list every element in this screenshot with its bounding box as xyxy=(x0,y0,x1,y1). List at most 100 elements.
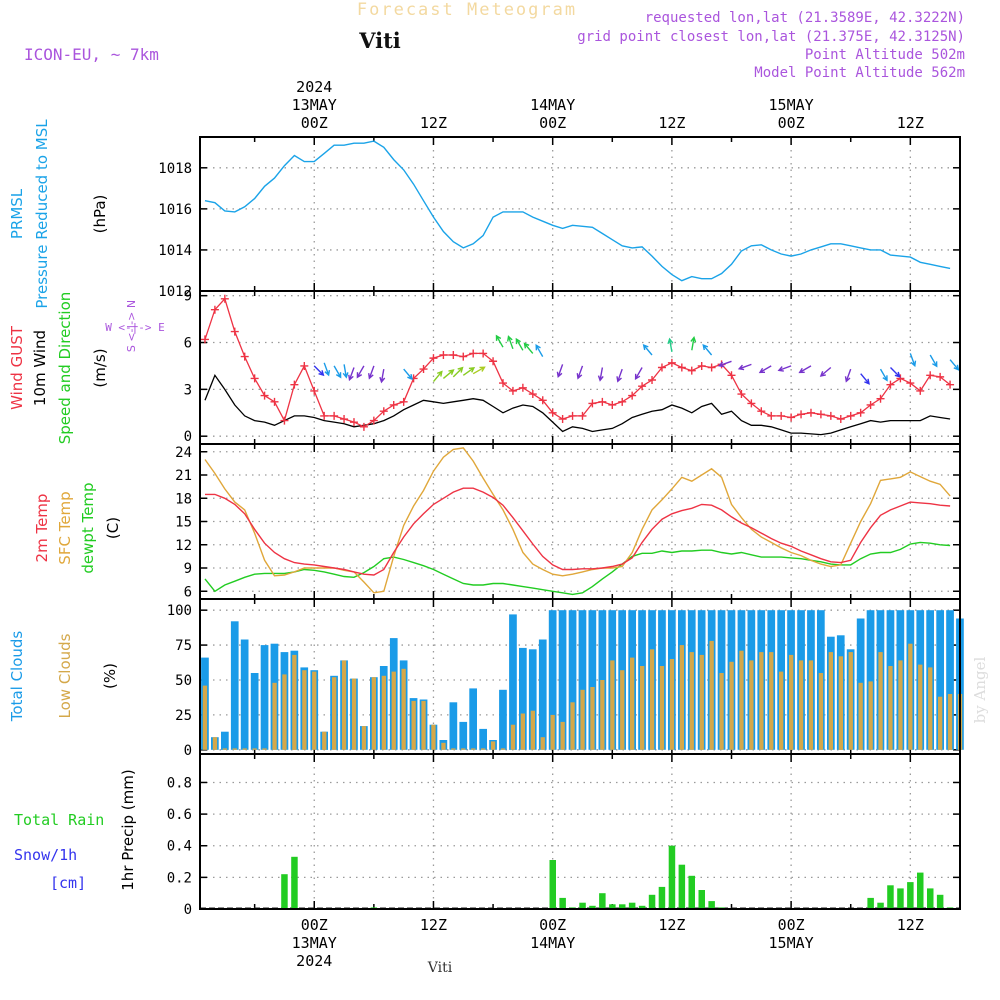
rain-bar xyxy=(917,872,924,909)
ytick-label: 24 xyxy=(175,445,192,461)
low-cloud-bar xyxy=(481,748,486,750)
gust-marker xyxy=(767,411,776,420)
gust-marker xyxy=(846,411,855,420)
gust-marker xyxy=(429,354,438,363)
compass-we: W <-|-> E xyxy=(105,321,165,334)
wind-direction-arrow xyxy=(758,365,772,374)
low-cloud-bar xyxy=(351,678,357,750)
wind-direction-arrow xyxy=(348,367,355,382)
low-cloud-bar xyxy=(272,682,277,750)
gust-marker xyxy=(528,390,537,399)
wind-direction-arrow xyxy=(495,334,504,348)
total-cloud-bar xyxy=(936,610,944,750)
gust-marker xyxy=(777,411,786,420)
rain-bar xyxy=(678,864,686,909)
gust-marker xyxy=(459,352,468,361)
time-label-bottom: 12Z xyxy=(897,916,924,934)
low-cloud-bar xyxy=(431,724,436,750)
gust-marker xyxy=(886,380,895,389)
low-cloud-bar xyxy=(212,737,218,750)
rain-bar xyxy=(927,888,934,909)
gust-marker xyxy=(439,351,448,360)
gust-marker xyxy=(558,415,567,424)
gust-marker xyxy=(618,397,627,406)
ytick-label: 0.8 xyxy=(167,775,192,791)
low-cloud-bar xyxy=(500,748,506,750)
wind-direction-arrow xyxy=(356,365,365,379)
gust-marker xyxy=(687,366,696,375)
gust-marker xyxy=(220,294,229,303)
low-cloud-bar xyxy=(312,671,317,750)
rain-bar xyxy=(897,888,904,909)
low-cloud-bar xyxy=(391,671,396,750)
wind-direction-arrow xyxy=(515,337,524,351)
total-cloud-bar xyxy=(519,647,527,750)
rain-bar xyxy=(936,894,944,909)
ytick-label: 75 xyxy=(175,638,192,654)
gust-marker xyxy=(588,399,597,408)
total-cloud-bar xyxy=(528,649,537,750)
rain-bar xyxy=(887,885,894,909)
gust-marker xyxy=(419,365,428,374)
gust-marker xyxy=(399,397,408,406)
gust-marker xyxy=(200,335,209,344)
ytick-label: 6 xyxy=(184,584,192,600)
time-label-bottom: 00Z xyxy=(778,916,805,934)
wind-direction-arrow xyxy=(333,365,342,379)
rain-bar xyxy=(688,875,695,909)
time-label-top: 12Z xyxy=(897,114,924,132)
gust-marker xyxy=(747,399,756,408)
gust-marker xyxy=(538,396,547,405)
total-cloud-bar xyxy=(221,731,229,750)
low-cloud-bar xyxy=(848,652,853,750)
gust-marker xyxy=(856,408,865,417)
total-rain-label: Total Rain xyxy=(14,811,104,829)
total-cloud-bar xyxy=(946,610,954,750)
gust-marker xyxy=(836,415,845,424)
wind-direction-arrow xyxy=(717,360,732,368)
gust-marker xyxy=(906,379,915,388)
wind-direction-arrow xyxy=(667,337,674,353)
low-cloud-bar xyxy=(530,710,535,750)
low-cloud-bar xyxy=(520,713,525,750)
low-cloud-bar xyxy=(451,748,456,750)
gust-marker xyxy=(677,363,686,372)
wind-direction-arrow xyxy=(323,362,331,377)
2m-temp-label: 2m Temp xyxy=(33,494,51,563)
gust-marker xyxy=(787,413,796,422)
rain-bar xyxy=(907,882,914,909)
gust-marker xyxy=(936,372,945,381)
gust-marker xyxy=(320,411,329,420)
gust-marker xyxy=(826,411,835,420)
total-cloud-bar xyxy=(538,639,547,750)
wind-direction-arrow xyxy=(909,353,917,368)
total-cloud-bar xyxy=(568,610,577,750)
low-cloud-bar xyxy=(590,687,595,750)
time-label-bottom: 14MAY xyxy=(530,934,575,952)
gust-marker xyxy=(469,349,478,358)
low-cloud-bar xyxy=(490,741,496,750)
wind-direction-arrow xyxy=(523,342,534,354)
low-cloud-bar xyxy=(659,666,665,750)
ytick-label: 0.6 xyxy=(167,807,192,823)
gust-marker xyxy=(280,416,289,425)
rain-bar xyxy=(668,845,676,909)
gust-marker xyxy=(727,371,736,380)
ytick-label: 12 xyxy=(175,538,192,554)
gust-marker xyxy=(578,411,587,420)
total-cloud-bar xyxy=(260,645,269,750)
gust-marker xyxy=(290,380,299,389)
ytick-label: 0 xyxy=(184,743,192,759)
gust-marker xyxy=(250,374,259,383)
low-cloud-bar xyxy=(719,673,724,750)
total-cloud-bar xyxy=(548,610,557,750)
wind-direction-arrow xyxy=(379,368,386,384)
wind-direction-arrow xyxy=(616,368,623,383)
2m-temp-line xyxy=(205,487,951,576)
low-cloud-bar xyxy=(649,649,655,750)
low-cloud-bar xyxy=(888,666,893,750)
time-label-top: 12Z xyxy=(420,114,447,132)
total-cloud-bar xyxy=(588,610,597,750)
ytick-label: 9 xyxy=(184,561,192,577)
ytick-label: 1012 xyxy=(158,284,192,300)
